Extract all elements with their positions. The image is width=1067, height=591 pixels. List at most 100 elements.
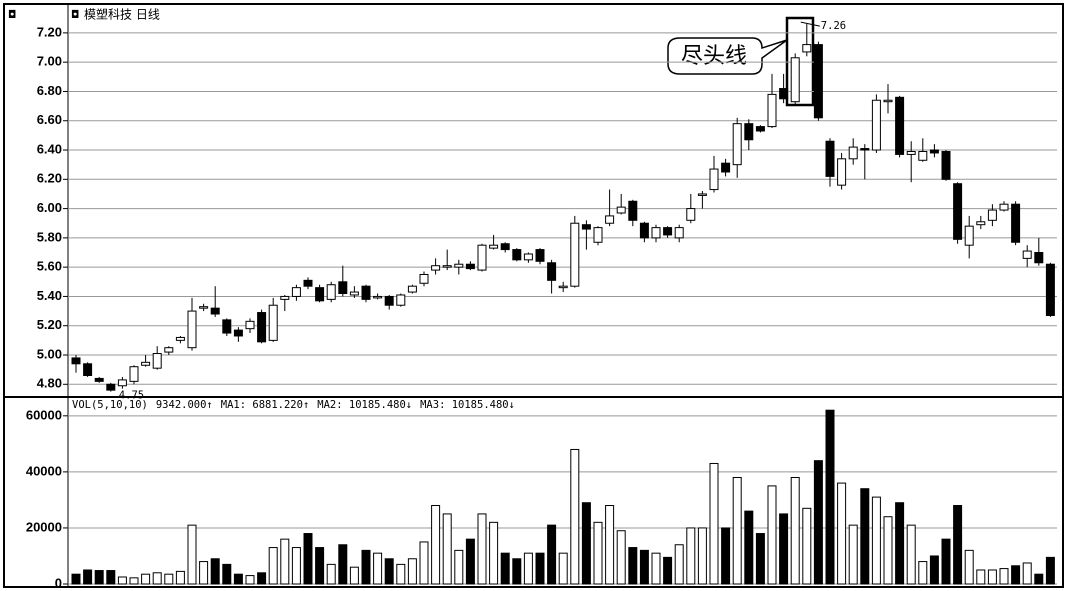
low-label: 4.75 [119, 390, 144, 402]
y-tick-label: 6.60 [37, 112, 62, 127]
volume-bar [593, 521, 603, 585]
candle-body [721, 162, 731, 173]
candle-body [558, 285, 568, 289]
volume-bar [1045, 556, 1055, 585]
candle-body [465, 263, 475, 270]
y-tick-label: 6.00 [37, 200, 62, 215]
candle-body [233, 329, 243, 337]
volume-bar [639, 549, 649, 585]
candle-body [199, 306, 209, 309]
volume-bar [268, 547, 278, 585]
candle-body [431, 265, 441, 271]
candle-body [210, 307, 220, 315]
candle-body [373, 295, 383, 299]
volume-bar [755, 533, 765, 585]
y-tick-label: 5.40 [37, 288, 62, 303]
volume-bar [338, 544, 348, 585]
candle-body [361, 285, 371, 300]
candle-body [616, 206, 626, 214]
candle-body [280, 295, 290, 300]
candle-body [918, 150, 928, 161]
volume-bar [523, 552, 533, 585]
volume-bar [837, 482, 847, 585]
candle-body [141, 361, 151, 366]
volume-bar [303, 533, 313, 585]
volume-bar [964, 549, 974, 585]
volume-bar [709, 462, 719, 585]
candle-body [964, 225, 974, 246]
candle-body [164, 347, 174, 353]
volume-bar [976, 569, 986, 585]
volume-bar [245, 575, 255, 585]
candle-body [813, 44, 823, 119]
y-tick-label: 0 [55, 575, 62, 590]
volume-bar [187, 524, 197, 585]
volume-bar [802, 507, 812, 585]
y-tick-label: 6.20 [37, 171, 62, 186]
volume-bar [152, 572, 162, 585]
y-tick-label: 7.00 [37, 54, 62, 69]
volume-bar [512, 558, 522, 585]
candle-body [837, 158, 847, 186]
volume-bar [721, 527, 731, 585]
candle-body [245, 320, 255, 330]
volume-bar [848, 524, 858, 585]
volume-bar [431, 505, 441, 585]
candle-body [570, 222, 580, 287]
volume-bar [674, 544, 684, 585]
volume-bar [384, 558, 394, 585]
volume-bar [465, 538, 475, 585]
volume-bar [280, 538, 290, 585]
candle-body [512, 249, 522, 261]
volume-bar [106, 570, 116, 585]
y-tick-label: 5.80 [37, 229, 62, 244]
candle-body [257, 312, 267, 343]
candle-body [396, 294, 406, 306]
volume-bar [315, 547, 325, 585]
legend-text: VOL(5,10,10) [72, 399, 148, 411]
volume-bar [396, 563, 406, 585]
candle-body [860, 148, 870, 151]
candle-body [663, 227, 673, 236]
y-tick-label: 5.20 [37, 317, 62, 332]
candle-body [581, 224, 591, 230]
volume-bar [605, 505, 615, 585]
candle-body [767, 93, 777, 128]
y-tick-label: 6.40 [37, 141, 62, 156]
candle-body [744, 123, 754, 141]
volume-bar [291, 547, 301, 585]
volume-bar [813, 460, 823, 585]
candle-body [1022, 250, 1032, 259]
y-tick-label: 4.80 [37, 376, 62, 391]
volume-bar [477, 513, 487, 585]
volume-bar [535, 552, 545, 585]
candle-body [651, 227, 661, 239]
candle-body [755, 126, 765, 132]
volume-bar [999, 568, 1009, 585]
candle-body [500, 243, 510, 251]
candle-body [442, 265, 452, 268]
volume-bar [349, 566, 359, 585]
legend-text: MA3: 10185.480↓ [420, 399, 515, 411]
callout [667, 37, 788, 75]
candle-body [83, 363, 93, 377]
volume-bar [1034, 573, 1044, 585]
volume-bar [419, 541, 429, 585]
volume-bar [1011, 565, 1021, 585]
volume-bar [199, 561, 209, 585]
candle-body [326, 284, 336, 300]
y-tick-label: 40000 [26, 463, 62, 478]
candle-body [1011, 203, 1021, 243]
annotation: 尽头线 [681, 44, 747, 69]
candle-body [895, 96, 905, 155]
volume-bar [744, 510, 754, 585]
candle-body [686, 208, 696, 221]
volume-bar [222, 563, 232, 585]
y-tick-label: 7.20 [37, 24, 62, 39]
candle-body [906, 150, 916, 155]
volume-bar [628, 547, 638, 585]
volume-bar [141, 573, 151, 585]
candle-body [489, 244, 499, 249]
volume-bar [83, 569, 93, 585]
candle-body [268, 304, 278, 341]
